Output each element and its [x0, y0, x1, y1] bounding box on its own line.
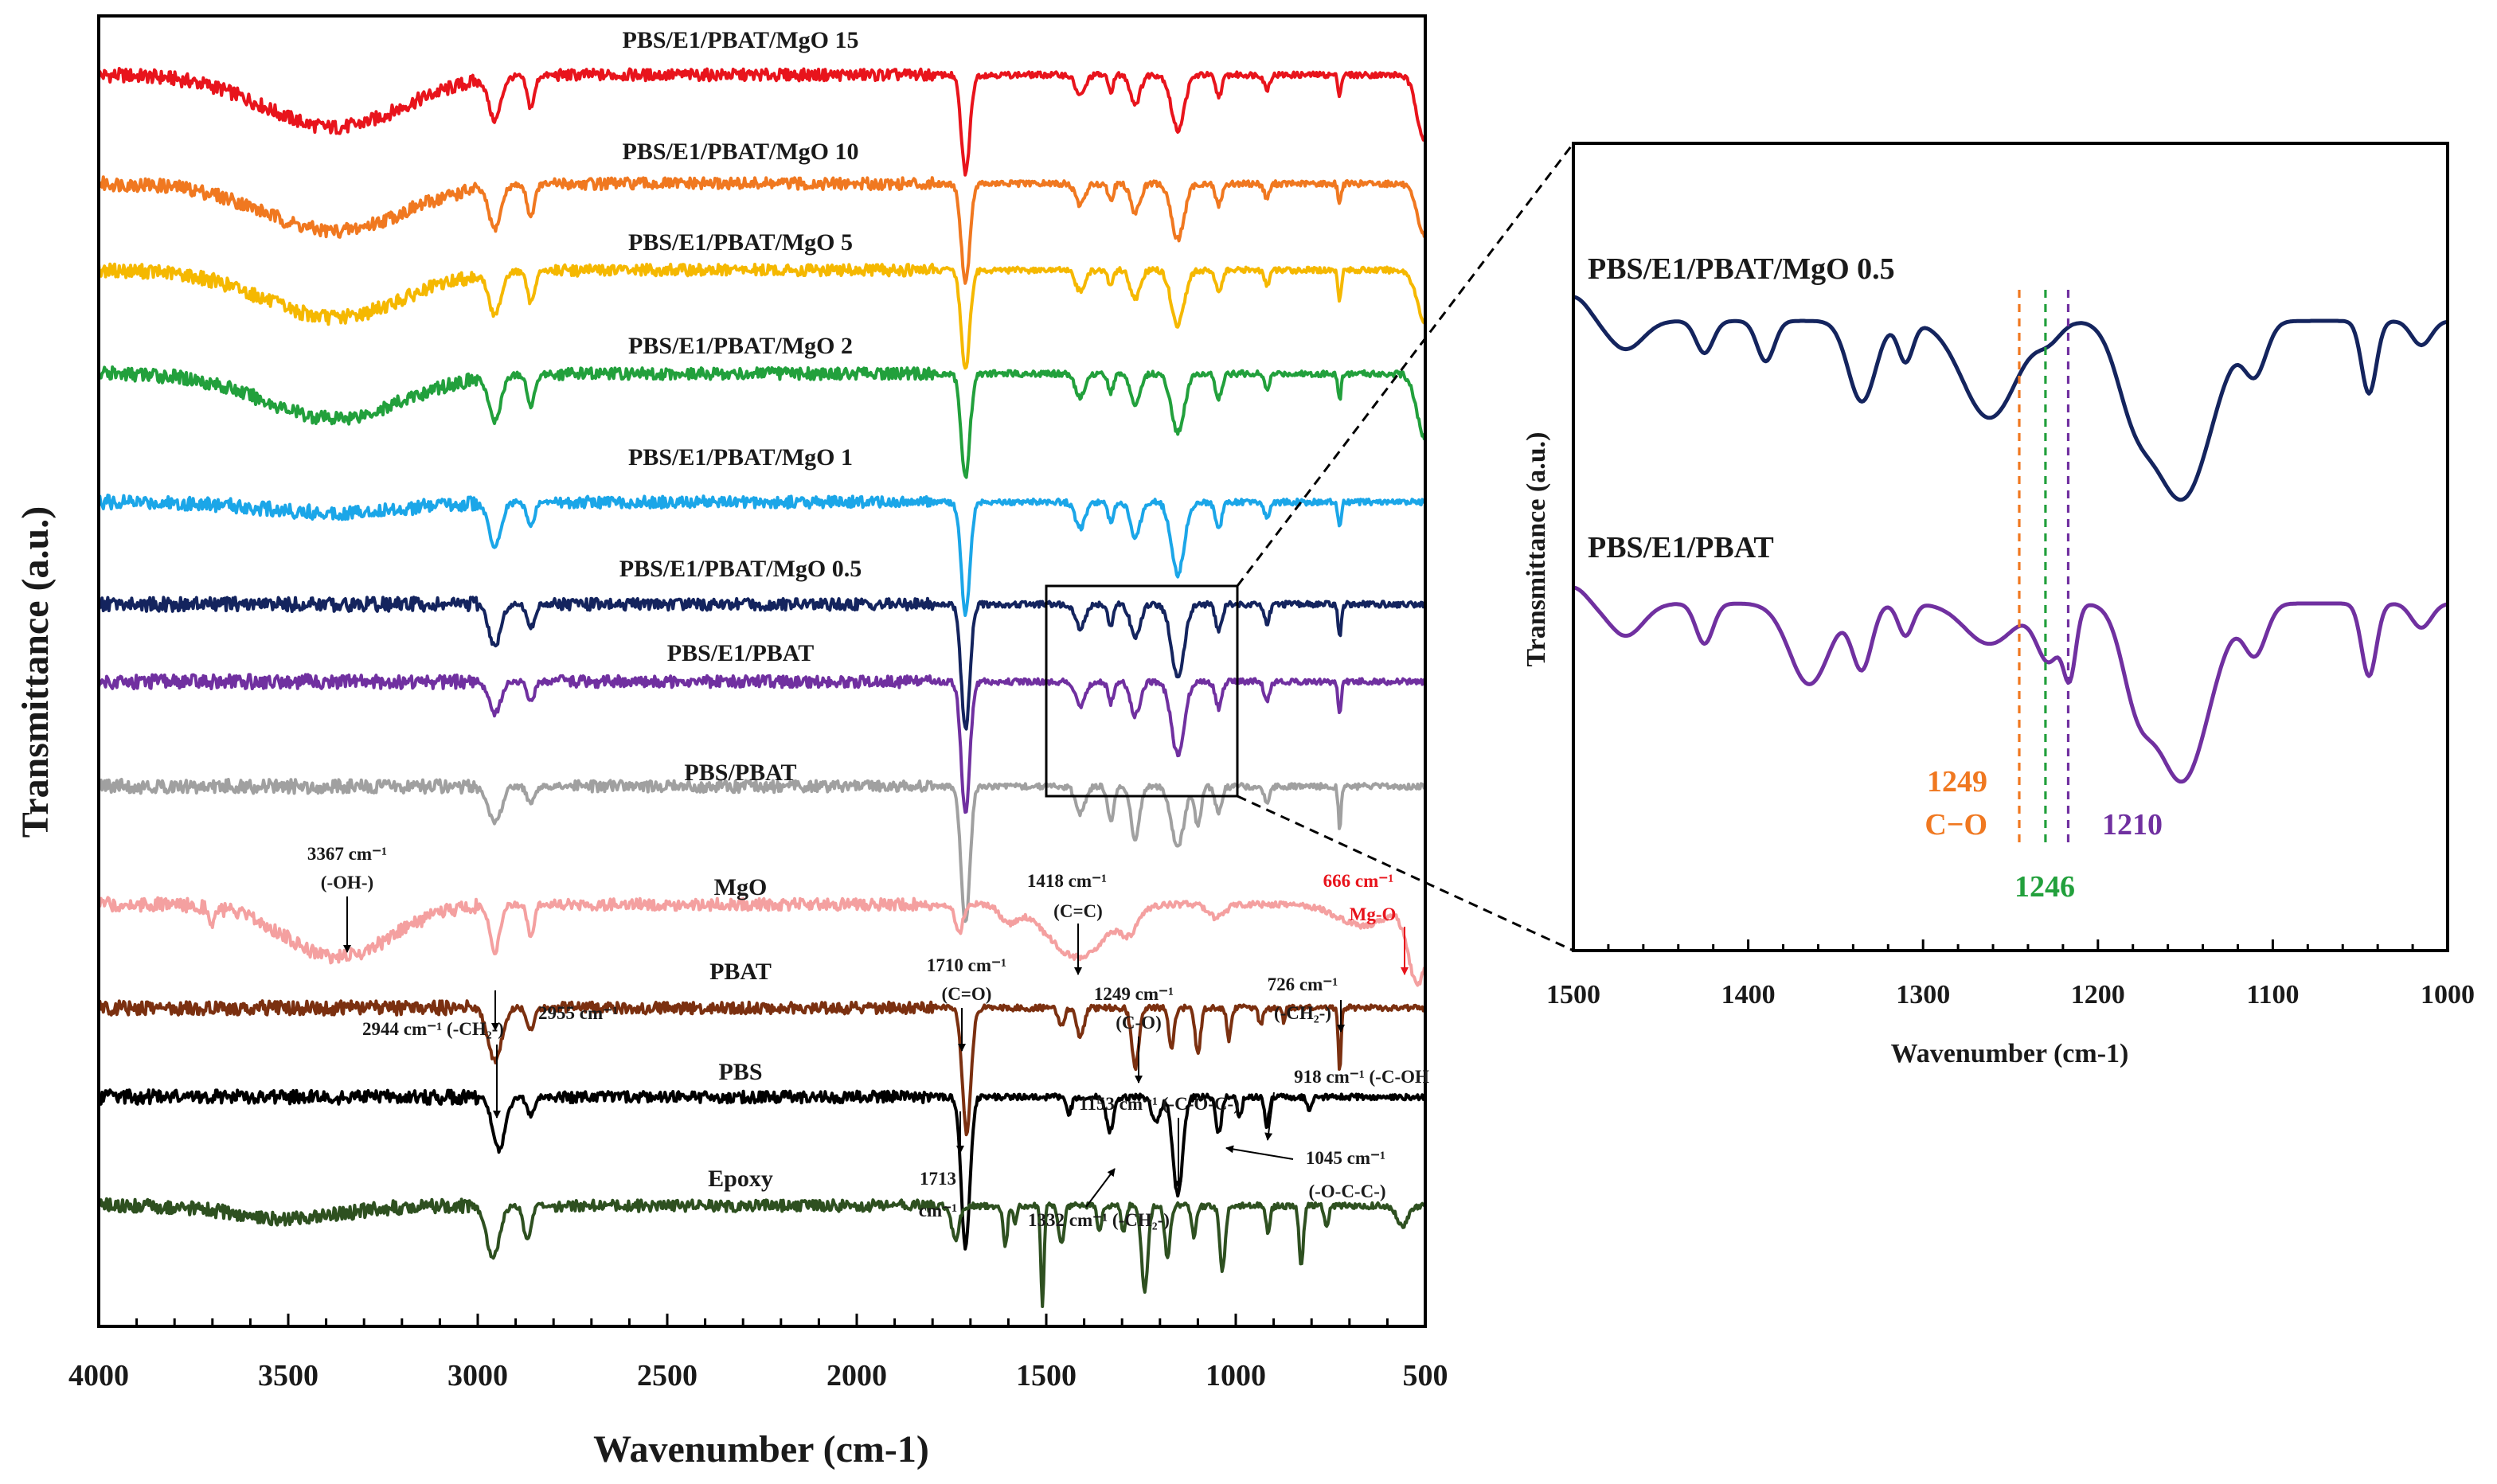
- marker-label-1210: 1210: [2102, 808, 2163, 842]
- series-line-pbs-e1-pbat-mgo-2: [99, 365, 1425, 479]
- inset-x-tick-label: 1300: [1896, 980, 1950, 1010]
- arrow-918: [1264, 1092, 1275, 1141]
- series-line-pbs-e1-pbat-mgo-15: [99, 67, 1425, 177]
- series-line-pbs-e1-pbat: [99, 673, 1425, 814]
- series-label-pbs: PBS: [718, 1059, 762, 1085]
- inset-chart: 1249 C−O 1246 1210 1500 1400 1300 1200 1100 1000…: [1522, 142, 2475, 1068]
- x-tick-label: 2000: [826, 1359, 887, 1392]
- annotation-1249-group: (C-O): [1116, 1013, 1161, 1033]
- series-label-pbat: PBAT: [709, 959, 772, 985]
- annotation-1153: 1153 cm⁻¹ (-C-O-C-): [1079, 1094, 1240, 1114]
- main-x-axis-title: Wavenumber (cm-1): [593, 1428, 929, 1470]
- series-line-mgo: [99, 896, 1425, 987]
- annotation-1713: 1713: [920, 1169, 956, 1189]
- annotation-1332: 1332 cm⁻¹ (-CH₂-): [1028, 1210, 1170, 1230]
- annotation-1249: 1249 cm⁻¹: [1094, 984, 1174, 1004]
- inset-series-line-pbs-e1-pbat: [1573, 585, 2448, 784]
- series-label-pbs-e1-pbat-mgo-10: PBS/E1/PBAT/MgO 10: [623, 139, 859, 165]
- inset-x-tick-label: 1400: [1721, 980, 1776, 1010]
- series-line-pbs-e1-pbat-mgo-1: [99, 494, 1425, 617]
- annotation-726: 726 cm⁻¹: [1268, 974, 1338, 994]
- series-label-mgo: MgO: [714, 874, 768, 900]
- annotation-3367-group: (-OH-): [321, 873, 373, 892]
- series-label-pbs-e1-pbat: PBS/E1/PBAT: [667, 640, 814, 666]
- series-line-pbs-pbat: [99, 778, 1425, 924]
- inset-series-line-pbs-e1-pbat-mgo-0-5: [1573, 295, 2448, 502]
- annotation-1045-group: (-O-C-C-): [1308, 1181, 1385, 1201]
- series-label-pbs-e1-pbat-mgo-2: PBS/E1/PBAT/MgO 2: [628, 333, 853, 359]
- series-line-pbs: [99, 1088, 1425, 1251]
- x-tick-label: 3500: [258, 1359, 318, 1392]
- series-line-pbs-e1-pbat-mgo-5: [99, 262, 1425, 370]
- main-plot-frame: [97, 14, 1427, 1328]
- x-tick-label: 1500: [1016, 1359, 1077, 1392]
- annotation-1710-group: (C=O): [942, 984, 992, 1004]
- inset-x-tick-label: 1500: [1546, 980, 1600, 1010]
- x-tick-label: 500: [1403, 1359, 1448, 1392]
- annotation-2944: 2944 cm⁻¹ (-CH₂-): [362, 1019, 504, 1039]
- annotations: 3367 cm⁻¹ (-OH-) 2955 cm⁻¹ 2944 cm⁻¹ (-C…: [307, 844, 1429, 1230]
- annotation-1713-unit: cm⁻¹: [919, 1201, 957, 1220]
- inset-x-tick-label: 1000: [2421, 980, 2475, 1010]
- series-label-pbs-e1-pbat-mgo-1: PBS/E1/PBAT/MgO 1: [628, 444, 853, 471]
- inset-series-label-pbs-e1-pbat: PBS/E1/PBAT: [1588, 531, 1774, 564]
- series-label-pbs-e1-pbat-mgo-5: PBS/E1/PBAT/MgO 5: [628, 229, 853, 256]
- x-tick-label: 1000: [1206, 1359, 1266, 1392]
- inset-x-axis-title: Wavenumber (cm-1): [1891, 1039, 2129, 1068]
- arrow-1045: [1225, 1145, 1294, 1160]
- x-tick-label: 3000: [447, 1359, 508, 1392]
- annotation-mgo: Mg-O: [1350, 904, 1397, 924]
- annotation-1418-group: (C=C): [1053, 901, 1103, 921]
- annotation-666: 666 cm⁻¹: [1323, 871, 1394, 891]
- series-line-pbs-e1-pbat-mgo-10: [99, 175, 1425, 285]
- series-line-pbat: [99, 999, 1425, 1137]
- series-label-pbs-e1-pbat-mgo-0-5: PBS/E1/PBAT/MgO 0.5: [619, 556, 862, 582]
- series-line-epoxy: [99, 1197, 1425, 1308]
- x-tick-label: 2500: [637, 1359, 698, 1392]
- marker-label-1249: 1249: [1927, 765, 1987, 799]
- inset-x-tick-label: 1100: [2246, 980, 2299, 1010]
- arrow-1332: [1085, 1168, 1116, 1208]
- annotation-1710: 1710 cm⁻¹: [927, 955, 1006, 975]
- main-y-axis-title: Transmittance (a.u.): [14, 506, 57, 838]
- inset-plot-frame: [1572, 142, 2449, 952]
- inset-y-axis-title: Transmittance (a.u.): [1522, 432, 1551, 667]
- main-chart: PBS/E1/PBAT/MgO 15 PBS/E1/PBAT/MgO 10 PBS/…: [14, 14, 1575, 1470]
- zoom-connector-bottom: [1237, 795, 1574, 952]
- series-label-pbs-e1-pbat-mgo-15: PBS/E1/PBAT/MgO 15: [623, 27, 859, 53]
- marker-sublabel-1249: C−O: [1925, 808, 1987, 842]
- annotation-726-group: (-CH₂-): [1274, 1003, 1331, 1023]
- inset-series-label-mgo-0-5: PBS/E1/PBAT/MgO 0.5: [1588, 252, 1895, 286]
- series-line-pbs-e1-pbat-mgo-0-5: [99, 596, 1425, 731]
- annotation-918: 918 cm⁻¹ (-C-OH: [1294, 1067, 1429, 1087]
- annotation-1418: 1418 cm⁻¹: [1027, 871, 1107, 891]
- series-label-epoxy: Epoxy: [708, 1166, 773, 1192]
- zoom-connector-top: [1236, 143, 1575, 587]
- inset-x-tick-label: 1200: [2071, 980, 2125, 1010]
- marker-label-1246: 1246: [2014, 870, 2075, 904]
- annotation-3367: 3367 cm⁻¹: [307, 844, 387, 864]
- zoom-region-box: [1045, 584, 1239, 798]
- series-label-pbs-pbat: PBS/PBAT: [684, 760, 796, 786]
- annotation-1045: 1045 cm⁻¹: [1306, 1148, 1385, 1168]
- annotation-2955: 2955 cm⁻¹: [538, 1003, 618, 1023]
- x-tick-label: 4000: [68, 1359, 129, 1392]
